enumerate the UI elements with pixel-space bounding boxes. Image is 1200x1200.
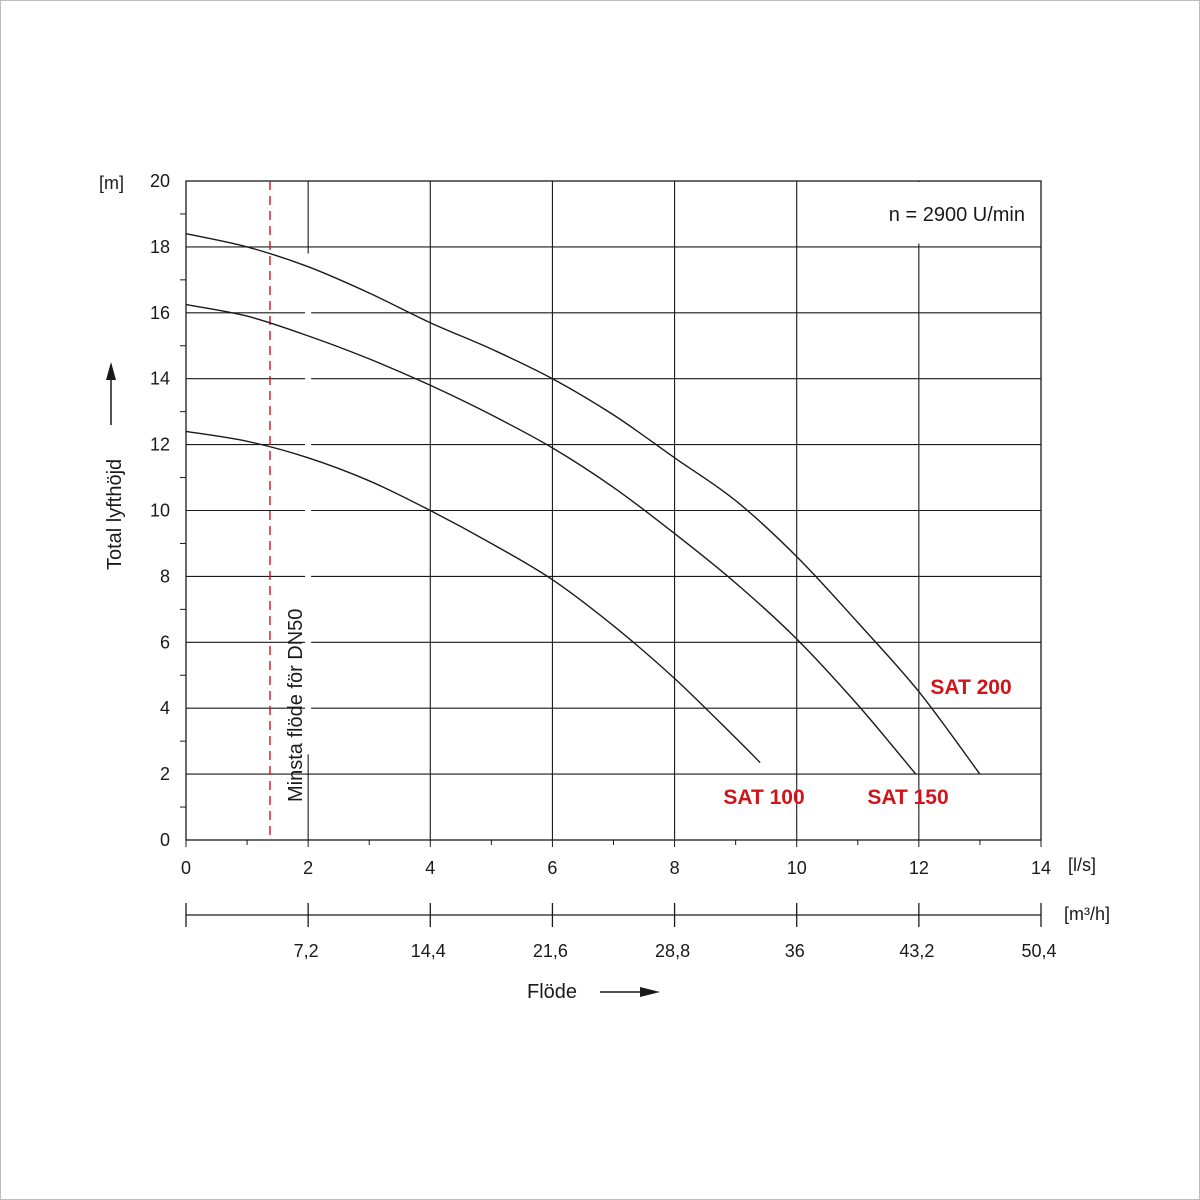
series-line-sat-200 [185,233,981,775]
y-tick-label: 18 [150,237,170,257]
y-tick-label: 0 [160,830,170,850]
chart-labels: [m] n = 2900 U/min [l/s] [m³/h] Total ly… [99,173,1110,1003]
series-line-sat-100 [185,430,761,764]
speed-note: n = 2900 U/min [889,204,1025,226]
x2-tick-label: 50,4 [1021,941,1056,961]
series-lines [185,181,981,840]
x-tick-label: 14 [1031,858,1051,878]
y-axis-title: Total lyfthöjd [104,459,126,570]
x-unit: [l/s] [1068,855,1096,875]
x2-tick-label: 21,6 [533,941,568,961]
y-tick-label: 20 [150,171,170,191]
x-tick-label: 10 [787,858,807,878]
x-tick-label: 8 [670,858,680,878]
x2-tick-label: 43,2 [899,941,934,961]
grid-gap [305,253,312,755]
x2-tick-label: 14,4 [411,941,446,961]
axes: 0 2 4 6 8 10 12 14 16 18 20 0 2 4 6 8 10 12 14 7,2 14,4 21,6 2… [150,171,1057,961]
y-tick-label: 12 [150,435,170,455]
min-flow-label: Minsta flöde för DN50 [285,609,307,802]
y-tick-label: 10 [150,501,170,521]
x-tick-label: 2 [303,858,313,878]
y-tick-label: 2 [160,764,170,784]
x-tick-label: 0 [181,858,191,878]
y-tick-label: 16 [150,303,170,323]
y-tick-label: 8 [160,566,170,586]
x-axis-arrow [600,987,660,997]
x-tick-label: 4 [425,858,435,878]
series-line-sat-150 [185,303,917,775]
x2-unit: [m³/h] [1064,904,1110,924]
y-axis-arrow [106,362,116,425]
x-tick-label: 6 [547,858,557,878]
grid [185,180,1042,841]
grid-gap [915,182,922,244]
x2-tick-label: 28,8 [655,941,690,961]
series-label-sat-200: SAT 200 [930,676,1011,699]
series-label-sat-100: SAT 100 [723,786,804,809]
y-tick-label: 4 [160,698,170,718]
y-tick-label: 6 [160,632,170,652]
x-tick-label: 12 [909,858,929,878]
x2-tick-label: 36 [785,941,805,961]
y-tick-label: 14 [150,369,170,389]
x-axis-title: Flöde [527,981,577,1003]
y-unit: [m] [99,173,124,193]
x2-tick-label: 7,2 [294,941,319,961]
series-label-sat-150: SAT 150 [867,786,948,809]
